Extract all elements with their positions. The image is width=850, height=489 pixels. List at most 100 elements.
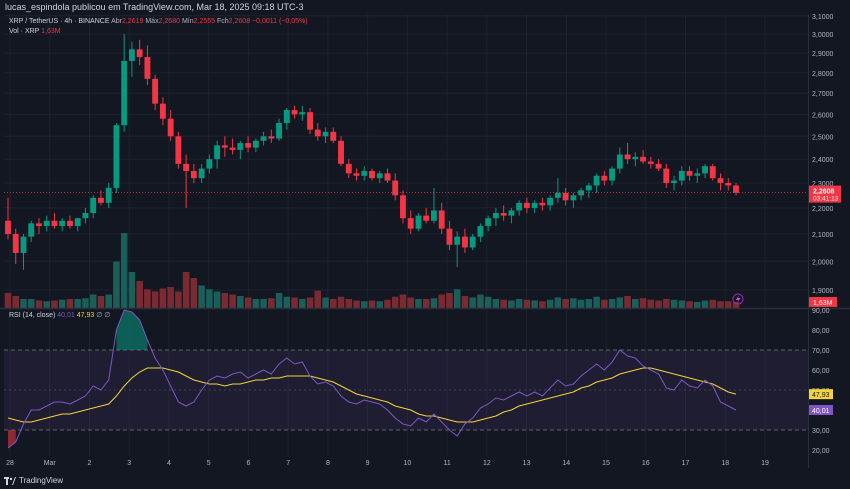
volume-bar: [508, 300, 515, 308]
price-tick-label: 1,9000: [812, 288, 834, 295]
volume-badge: [809, 297, 837, 307]
candle-body: [400, 195, 406, 219]
candle-body: [268, 136, 275, 139]
volume-bar: [515, 299, 523, 308]
rsi-pane: [4, 309, 808, 449]
candle-body: [330, 131, 337, 141]
candle-body: [190, 170, 197, 179]
volume-bar: [74, 299, 81, 308]
candle-body: [307, 112, 313, 130]
time-tick-label: 28: [6, 460, 14, 467]
volume-bar: [368, 300, 376, 308]
candle-body: [283, 110, 290, 124]
volume-bar: [562, 299, 569, 308]
volume-bar: [151, 291, 159, 308]
candle-body: [113, 125, 120, 188]
volume-bar: [144, 289, 151, 308]
volume-bar: [167, 287, 174, 308]
price-tick-label: 2,9000: [812, 51, 834, 58]
candle-body: [415, 215, 422, 229]
volume-bar: [446, 293, 453, 308]
volume-bar: [709, 299, 717, 308]
low-value: 2,2555: [193, 18, 216, 25]
brand-name[interactable]: TradingView: [19, 476, 64, 485]
volume-bar: [663, 299, 670, 308]
volume-bar: [725, 301, 732, 308]
time-tick-label: 2: [88, 460, 92, 467]
volume-bars: [4, 233, 740, 308]
candle-body: [640, 156, 647, 162]
candle-body: [647, 161, 654, 164]
rsi-label[interactable]: RSI (14, close): [9, 312, 56, 319]
symbol-label[interactable]: XRP / TetherUS · 4h · BINANCE: [9, 18, 110, 25]
close-label: Fch: [217, 18, 229, 25]
volume-bar: [554, 297, 562, 308]
candle-body: [601, 175, 608, 181]
time-tick-label: 12: [483, 460, 491, 467]
candle-body: [74, 218, 81, 227]
candle-body: [167, 118, 174, 137]
candle-body: [554, 192, 561, 198]
candle-body: [276, 123, 283, 139]
rsi-tick-label: 90,00: [812, 308, 830, 315]
volume-bar: [461, 296, 469, 308]
candle-body: [90, 197, 97, 214]
volume-bar: [4, 293, 12, 308]
volume-bar: [89, 294, 97, 308]
price-tick-label: 2,0000: [812, 259, 834, 266]
candle-body: [183, 163, 190, 171]
chart-legend: XRP / TetherUS · 4h · BINANCE Abr2,2619 …: [9, 17, 308, 37]
low-label: Mín: [181, 18, 194, 25]
candle-body: [105, 187, 112, 203]
candle-body: [237, 143, 244, 150]
volume-bar: [407, 297, 414, 308]
candle-body: [67, 220, 73, 227]
volume-bar: [361, 301, 368, 308]
volume-bar: [500, 299, 507, 308]
candle-body: [469, 236, 476, 248]
volume-bar: [237, 296, 244, 308]
price-tick-label: 2,7000: [812, 91, 834, 98]
candle-body: [43, 220, 50, 227]
time-tick-label: 13: [523, 460, 531, 467]
volume-bar: [27, 299, 35, 308]
volume-bar: [422, 299, 430, 308]
tradingview-logo-icon: [4, 477, 16, 485]
volume-bar: [20, 299, 27, 308]
time-tick-label: 17: [682, 460, 690, 467]
candle-body: [97, 197, 104, 203]
candle-body: [12, 233, 19, 253]
candle-body: [431, 210, 437, 221]
candle-body: [547, 197, 554, 206]
rsi-extra: ∅ ∅: [96, 312, 111, 319]
volume-bar: [291, 297, 298, 308]
time-tick-label: 19: [761, 460, 769, 467]
candle-body: [260, 136, 267, 141]
candle-body: [663, 168, 670, 184]
time-tick-label: 11: [443, 460, 450, 467]
volume-bar: [430, 298, 438, 308]
candlesticks: [5, 34, 739, 270]
candle-body: [82, 213, 89, 219]
rsi-tick-label: 80,00: [812, 328, 830, 335]
price-tick-label: 2,3000: [812, 181, 834, 188]
candle-body: [686, 170, 693, 176]
volume-bar: [51, 300, 58, 308]
rsi-ma-badge: [809, 389, 833, 400]
volume-bar: [314, 290, 322, 308]
volume-bar: [678, 300, 686, 308]
volume-bar: [701, 300, 709, 308]
countdown-label: 03:41:13: [813, 196, 839, 203]
time-tick-label: 5: [207, 460, 211, 467]
candle-body: [492, 213, 499, 219]
time-tick-label: 4: [167, 460, 171, 467]
candle-body: [585, 185, 592, 191]
volume-label[interactable]: Vol · XRP: [9, 28, 40, 35]
candle-body: [136, 49, 143, 58]
candle-body: [376, 173, 383, 179]
volume-bar: [35, 300, 43, 308]
volume-bar: [190, 278, 198, 308]
candle-body: [678, 170, 685, 181]
candle-body: [20, 236, 27, 253]
